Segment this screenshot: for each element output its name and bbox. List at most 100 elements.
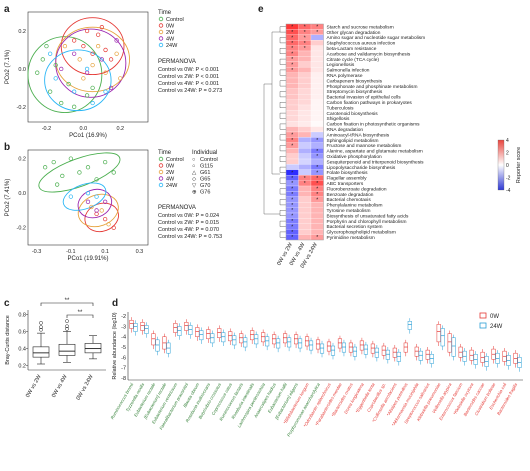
significance-marker: * xyxy=(304,41,306,47)
pathway-label: Phosphonate and phosphinate metabolism xyxy=(327,84,418,90)
box xyxy=(414,346,419,357)
scatter-point xyxy=(68,156,74,161)
dendrogram-branch xyxy=(279,231,286,238)
y-tick-label: -6 xyxy=(121,355,126,361)
x-tick-label: 0.1 xyxy=(101,249,109,255)
pathway-label: Sesquiterpenoid and triterpenoid biosynt… xyxy=(327,159,425,165)
box xyxy=(195,327,200,337)
scatter-point xyxy=(96,32,101,37)
pathway-label: Fructose and mannose metabolism xyxy=(327,143,402,149)
heatmap-cell xyxy=(310,212,324,219)
scatter-point xyxy=(114,38,119,43)
dendrogram-branch xyxy=(263,83,280,215)
pathway-label: Pyrimidine metabolism xyxy=(327,235,375,241)
scatter-point xyxy=(108,85,114,91)
box xyxy=(381,345,386,356)
y-tick-label: -0.2 xyxy=(17,105,26,111)
y-axis-label: Bray-Curtis distance xyxy=(5,315,11,365)
scatter-point xyxy=(99,25,104,30)
dendrogram-branch xyxy=(279,210,286,216)
heatmap-cell xyxy=(298,196,312,203)
significance-marker: * xyxy=(291,52,293,58)
significance-marker: * xyxy=(316,25,318,31)
legend-marker xyxy=(158,36,164,41)
colorbar-tick-label: 0 xyxy=(506,163,509,169)
legend-marker xyxy=(479,312,487,319)
row-dendrogram xyxy=(263,26,286,238)
significance-marker: * xyxy=(291,235,293,241)
scatter-point xyxy=(102,216,108,222)
pathway-label: Staphylococcus aureus infection xyxy=(327,41,396,47)
legend-label: Control xyxy=(200,157,218,163)
heatmap-cell xyxy=(298,218,312,224)
box xyxy=(140,322,145,331)
y-axis-label: Relative abundance (log10) xyxy=(112,312,118,379)
scatter-point xyxy=(94,208,99,213)
heatmap-cell xyxy=(285,110,299,116)
box xyxy=(363,344,368,355)
heatmap-cell xyxy=(310,56,324,62)
pathway-label: Streptomycin biosynthesis xyxy=(327,89,383,95)
pathway-label: Salmonella infection xyxy=(327,68,370,74)
heatmap-cell xyxy=(298,158,312,165)
y-tick-label: 0.2 xyxy=(18,157,26,163)
box xyxy=(436,324,441,343)
y-tick-label: -0.2 xyxy=(17,226,26,232)
box xyxy=(341,342,347,353)
confidence-ellipse xyxy=(44,49,112,112)
box xyxy=(272,334,277,345)
legend-marker xyxy=(158,16,164,22)
heatmap-cell xyxy=(285,72,299,79)
scatter-point xyxy=(72,104,77,109)
heatmap-cell xyxy=(310,50,324,57)
legend-marker: ▽ xyxy=(192,183,197,189)
pathway-label: Shigellosis xyxy=(327,116,351,122)
scatter-point xyxy=(84,93,90,98)
box xyxy=(206,329,211,340)
box xyxy=(283,333,288,344)
significance-marker: * xyxy=(291,57,293,63)
outlier-point xyxy=(39,321,43,325)
heatmap-cell xyxy=(298,169,312,176)
box xyxy=(287,337,292,348)
x-tick-label: 0.0 xyxy=(80,126,88,132)
y-tick-label: 0.2 xyxy=(18,364,26,370)
significance-marker: * xyxy=(291,138,293,144)
dendrogram-branch xyxy=(279,134,286,141)
box xyxy=(447,333,452,353)
heatmap-cell xyxy=(285,77,299,84)
pathway-label: Carbon fixation pathways in prokaryotes xyxy=(327,100,413,106)
pathway-label: Glycerophospholipid metabolism xyxy=(327,230,396,236)
heatmap-cell xyxy=(285,148,299,154)
scatter-point xyxy=(53,76,58,81)
heatmap-cell xyxy=(310,104,324,111)
box xyxy=(407,321,412,330)
legend-marker: ⊕ xyxy=(192,190,197,196)
significance-marker: * xyxy=(316,181,318,187)
legend-label: 0W xyxy=(490,314,499,320)
heatmap-cell xyxy=(310,229,324,235)
heatmap-cell xyxy=(298,72,312,79)
significance-marker: * xyxy=(291,143,293,149)
scatter-point xyxy=(84,28,90,34)
legend-marker xyxy=(158,42,164,48)
pathway-label: Flagellar assembly xyxy=(327,176,368,182)
heatmap-cell xyxy=(285,158,299,165)
y-tick-label: 0.4 xyxy=(18,347,26,353)
significance-marker: * xyxy=(291,187,293,193)
significance-marker: * xyxy=(291,35,293,41)
heatmap-cell xyxy=(310,94,324,100)
heatmap-cell xyxy=(285,99,299,106)
y-tick-label: -8 xyxy=(121,376,126,382)
box xyxy=(370,343,375,354)
significance-marker: * xyxy=(291,41,293,47)
heatmap-cell xyxy=(298,234,312,241)
significance-marker: * xyxy=(291,62,293,68)
pathway-label: Bacterial secretion system xyxy=(327,224,383,230)
legend-marker: ○ xyxy=(192,164,195,170)
heatmap-cell xyxy=(298,131,312,138)
significance-marker: * xyxy=(304,176,306,182)
panel-label-b: b xyxy=(4,142,10,153)
y-tick-label: -4 xyxy=(121,335,126,341)
colorbar-title: Reporter score xyxy=(516,147,522,183)
